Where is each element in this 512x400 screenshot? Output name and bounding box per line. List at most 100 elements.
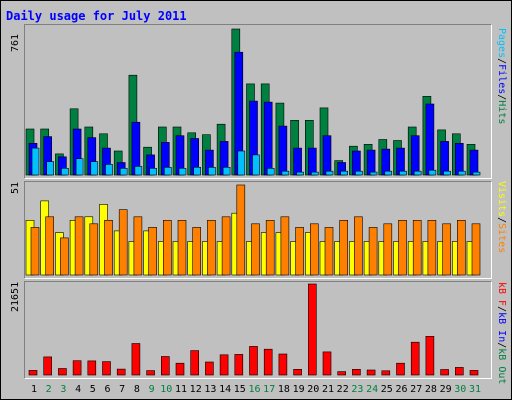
bar-kbf-day-30: [454, 367, 464, 376]
bar-sites-day-6: [104, 220, 113, 276]
bar-files-day-24: [366, 149, 376, 176]
bar-kbf-day-7: [116, 368, 126, 376]
bar-kbf-day-4: [72, 360, 82, 376]
bar-sites-day-26: [398, 220, 407, 276]
day-label-7: 7: [119, 384, 125, 395]
bar-kbf-day-3: [58, 368, 67, 376]
bar-pages-day-13: [208, 167, 216, 176]
day-label-15: 15: [234, 384, 246, 395]
bar-sites-day-14: [221, 216, 231, 276]
bar-files-day-20: [307, 147, 317, 176]
bar-kbf-day-2: [43, 356, 53, 376]
bar-sites-day-2: [45, 216, 55, 276]
bar-kbf-day-21: [322, 351, 332, 376]
bar-kbf-day-14: [219, 354, 229, 376]
day-label-11: 11: [175, 384, 187, 395]
bar-kbf-day-28: [425, 335, 435, 376]
bar-files-day-21: [322, 135, 332, 176]
bar-sites-day-25: [383, 223, 393, 276]
bar-kbf-day-16: [249, 346, 258, 376]
bar-kbf-day-6: [102, 361, 111, 376]
day-label-22: 22: [337, 384, 349, 395]
bar-kbf-day-17: [263, 348, 273, 376]
bar-sites-day-7: [118, 209, 128, 276]
day-label-18: 18: [278, 384, 290, 395]
bar-pages-day-24: [369, 171, 378, 176]
bar-sites-day-24: [368, 227, 378, 276]
bar-kbf-day-12: [190, 350, 199, 376]
bar-files-day-30: [454, 143, 464, 176]
bar-files-day-18: [278, 125, 288, 176]
day-label-4: 4: [75, 384, 81, 395]
bar-files-day-27: [410, 135, 420, 176]
bar-pages-day-7: [119, 168, 128, 176]
bar-sites-day-8: [133, 216, 143, 276]
bar-sites-day-22: [339, 220, 349, 276]
bar-files-day-17: [263, 101, 273, 176]
bar-sites-day-11: [177, 220, 187, 276]
bar-pages-day-5: [90, 161, 99, 176]
day-label-28: 28: [425, 384, 437, 395]
bar-sites-day-17: [265, 220, 275, 276]
day-label-30: 30: [454, 384, 466, 395]
bar-pages-day-20: [310, 171, 319, 176]
bar-kbf-day-19: [293, 368, 302, 376]
bar-kbf-day-23: [352, 368, 361, 376]
day-label-19: 19: [293, 384, 305, 395]
day-label-17: 17: [263, 384, 275, 395]
bar-kbf-day-1: [28, 370, 38, 376]
bar-kbf-day-18: [278, 353, 288, 376]
day-label-21: 21: [322, 384, 334, 395]
bar-pages-day-23: [355, 170, 363, 176]
bar-sites-day-20: [309, 223, 319, 276]
day-label-12: 12: [190, 384, 202, 395]
bar-pages-day-11: [178, 168, 187, 176]
bar-kbf-day-29: [440, 369, 449, 376]
day-label-27: 27: [410, 384, 422, 395]
day-label-9: 9: [149, 384, 155, 395]
day-label-1: 1: [31, 384, 37, 395]
bar-sites-day-23: [354, 216, 363, 276]
bar-pages-day-31: [472, 171, 481, 176]
bar-pages-day-18: [281, 170, 290, 176]
day-label-29: 29: [440, 384, 452, 395]
bar-pages-day-21: [325, 170, 334, 176]
bar-sites-day-31: [471, 223, 481, 276]
bar-kbf-day-22: [337, 371, 347, 376]
bar-kbf-day-15: [234, 354, 244, 376]
bar-pages-day-25: [384, 170, 393, 176]
bar-pages-day-6: [105, 164, 113, 176]
bar-pages-day-17: [266, 168, 275, 176]
chart-title: Daily usage for July 2011: [6, 9, 187, 23]
bar-sites-day-15: [236, 184, 246, 276]
bar-pages-day-8: [134, 166, 143, 176]
bar-sites-day-12: [192, 227, 201, 276]
bar-kbf-day-24: [366, 369, 376, 376]
bar-sites-day-5: [89, 223, 99, 276]
bar-kbf-day-10: [161, 356, 170, 376]
bar-sites-day-28: [427, 220, 437, 276]
day-label-25: 25: [381, 384, 393, 395]
bar-pages-day-12: [193, 167, 201, 176]
bar-files-day-31: [469, 149, 479, 176]
bar-pages-day-27: [413, 170, 422, 176]
bar-pages-day-30: [457, 170, 466, 176]
day-label-26: 26: [395, 384, 407, 395]
day-label-3: 3: [60, 384, 66, 395]
bar-pages-day-15: [237, 150, 246, 176]
bar-pages-day-28: [428, 169, 437, 176]
bar-kbf-day-26: [396, 362, 405, 376]
bar-files-day-19: [293, 147, 302, 176]
bar-files-day-28: [425, 103, 435, 176]
bar-pages-day-10: [164, 167, 172, 176]
bar-pages-day-9: [149, 168, 157, 176]
day-label-5: 5: [90, 384, 96, 395]
bar-sites-day-1: [30, 227, 40, 276]
bar-sites-day-30: [456, 220, 466, 276]
bar-sites-day-18: [280, 216, 290, 276]
bar-sites-day-13: [207, 220, 216, 276]
day-label-13: 13: [204, 384, 216, 395]
bar-pages-day-26: [399, 170, 407, 176]
day-label-8: 8: [134, 384, 140, 395]
day-label-10: 10: [160, 384, 172, 395]
